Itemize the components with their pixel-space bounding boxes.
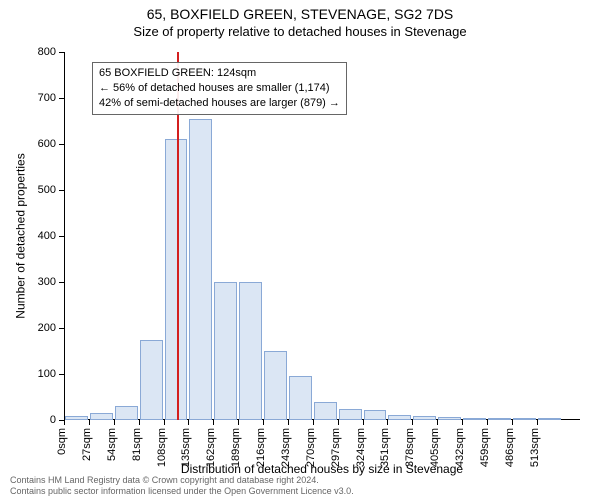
y-axis-label: Number of detached properties bbox=[14, 52, 28, 420]
x-tick-label: 81sqm bbox=[131, 428, 143, 461]
x-tick-label: 54sqm bbox=[106, 428, 118, 461]
y-tick-label: 600 bbox=[38, 138, 56, 150]
histogram-bar bbox=[289, 376, 312, 420]
x-tick bbox=[288, 420, 289, 425]
histogram-bar bbox=[214, 282, 237, 420]
y-axis-line bbox=[64, 52, 65, 420]
chart-footer: Contains HM Land Registry data © Crown c… bbox=[10, 475, 354, 496]
callout-box: 65 BOXFIELD GREEN: 124sqm← 56% of detach… bbox=[92, 62, 347, 115]
y-tick-label: 500 bbox=[38, 184, 56, 196]
chart-title-line2: Size of property relative to detached ho… bbox=[0, 24, 600, 39]
chart-container: 65, BOXFIELD GREEN, STEVENAGE, SG2 7DS S… bbox=[0, 0, 600, 500]
histogram-bar bbox=[189, 119, 212, 420]
histogram-bar bbox=[65, 416, 88, 420]
x-tick bbox=[487, 420, 488, 425]
chart-plot-area: 01002003004005006007008000sqm27sqm54sqm8… bbox=[64, 52, 580, 420]
histogram-bar bbox=[115, 406, 138, 420]
histogram-bar bbox=[90, 413, 113, 420]
footer-line-1: Contains HM Land Registry data © Crown c… bbox=[10, 475, 354, 485]
x-tick bbox=[387, 420, 388, 425]
histogram-bar bbox=[413, 416, 436, 420]
callout-line-3: 42% of semi-detached houses are larger (… bbox=[99, 96, 340, 111]
x-tick bbox=[139, 420, 140, 425]
y-tick-label: 200 bbox=[38, 322, 56, 334]
x-tick bbox=[512, 420, 513, 425]
x-tick bbox=[213, 420, 214, 425]
x-tick bbox=[263, 420, 264, 425]
y-tick bbox=[59, 190, 64, 191]
y-tick-label: 100 bbox=[38, 368, 56, 380]
x-tick bbox=[462, 420, 463, 425]
histogram-bar bbox=[264, 351, 287, 420]
x-tick bbox=[412, 420, 413, 425]
chart-title-line1: 65, BOXFIELD GREEN, STEVENAGE, SG2 7DS bbox=[0, 6, 600, 22]
y-tick-label: 400 bbox=[38, 230, 56, 242]
x-tick-label: 0sqm bbox=[56, 428, 68, 455]
y-tick-label: 300 bbox=[38, 276, 56, 288]
y-tick-label: 800 bbox=[38, 46, 56, 58]
x-tick-label: 27sqm bbox=[81, 428, 93, 461]
histogram-bar bbox=[140, 340, 163, 421]
y-tick bbox=[59, 282, 64, 283]
histogram-bar bbox=[538, 418, 561, 420]
x-tick bbox=[437, 420, 438, 425]
y-tick-label: 0 bbox=[50, 414, 56, 426]
x-tick bbox=[338, 420, 339, 425]
x-tick bbox=[363, 420, 364, 425]
x-tick bbox=[64, 420, 65, 425]
x-tick bbox=[114, 420, 115, 425]
y-tick bbox=[59, 52, 64, 53]
histogram-bar bbox=[364, 410, 387, 420]
histogram-bar bbox=[463, 418, 486, 420]
histogram-bar bbox=[165, 139, 188, 420]
y-tick-label: 700 bbox=[38, 92, 56, 104]
x-tick bbox=[313, 420, 314, 425]
histogram-bar bbox=[488, 418, 511, 420]
x-tick bbox=[164, 420, 165, 425]
plot-inner: 01002003004005006007008000sqm27sqm54sqm8… bbox=[64, 52, 580, 420]
y-tick bbox=[59, 144, 64, 145]
x-tick bbox=[89, 420, 90, 425]
y-tick bbox=[59, 236, 64, 237]
histogram-bar bbox=[314, 402, 337, 420]
footer-line-2: Contains public sector information licen… bbox=[10, 486, 354, 496]
x-axis-label: Distribution of detached houses by size … bbox=[64, 462, 580, 476]
callout-line-1: 65 BOXFIELD GREEN: 124sqm bbox=[99, 66, 340, 81]
y-tick bbox=[59, 98, 64, 99]
x-tick bbox=[188, 420, 189, 425]
callout-line-2: ← 56% of detached houses are smaller (1,… bbox=[99, 81, 340, 96]
y-tick bbox=[59, 374, 64, 375]
x-tick bbox=[537, 420, 538, 425]
histogram-bar bbox=[239, 282, 262, 420]
histogram-bar bbox=[513, 418, 536, 420]
histogram-bar bbox=[339, 409, 362, 421]
x-tick bbox=[238, 420, 239, 425]
y-tick bbox=[59, 328, 64, 329]
histogram-bar bbox=[438, 417, 461, 420]
histogram-bar bbox=[388, 415, 411, 420]
